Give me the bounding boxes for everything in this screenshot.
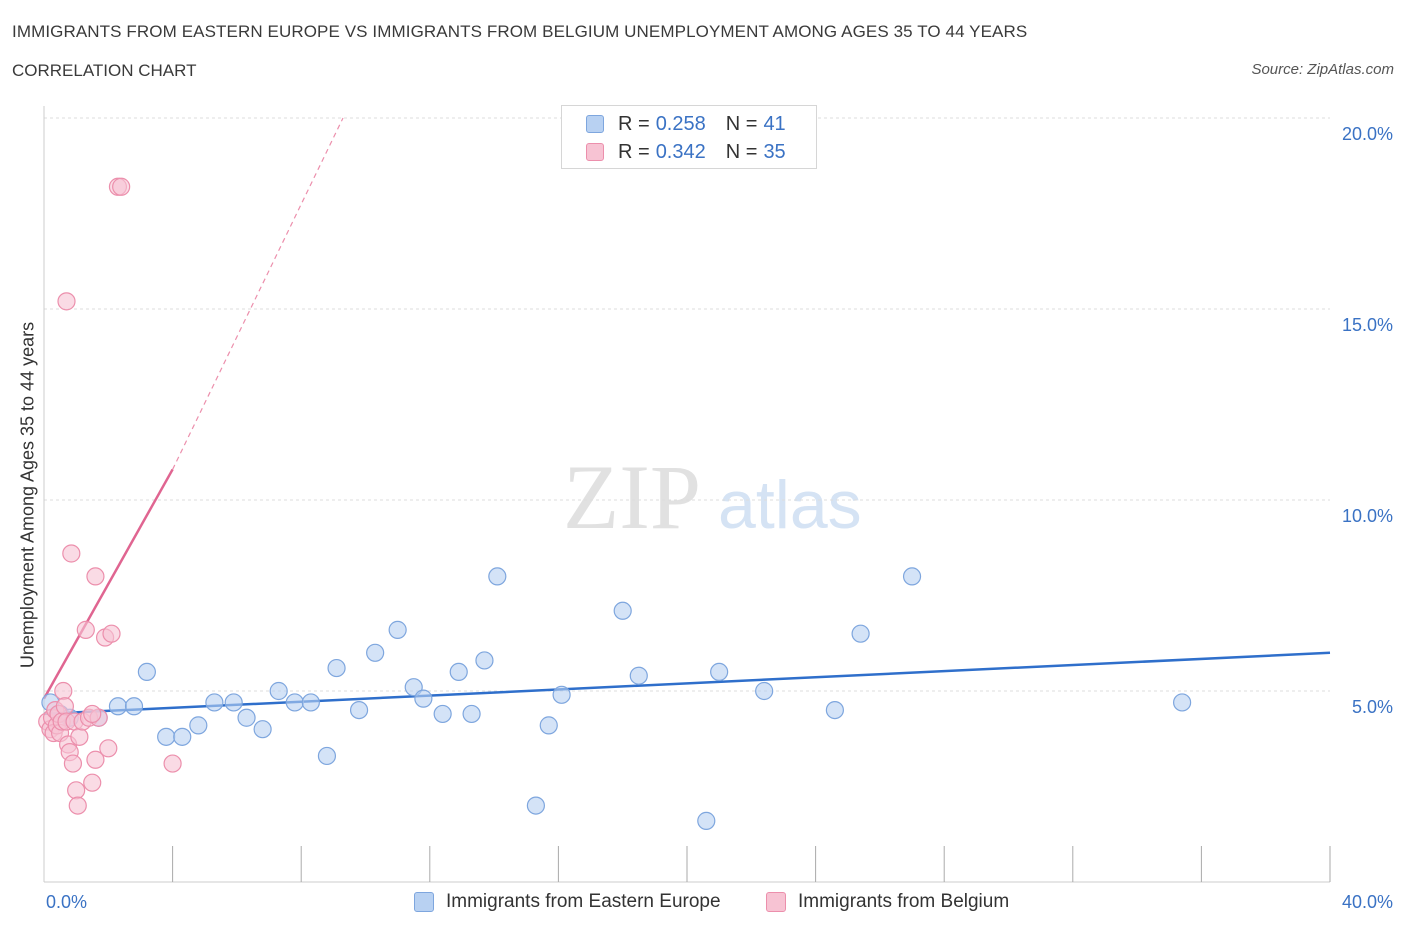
point-eastern-europe (269, 681, 288, 701)
point-eastern-europe (414, 689, 433, 708)
chart-title: IMMIGRANTS FROM EASTERN EUROPE VS IMMIGR… (12, 22, 1028, 41)
bottom-legend-eastern-europe: Immigrants from Eastern Europe (414, 890, 721, 914)
point-eastern-europe (697, 811, 716, 830)
point-eastern-europe (317, 746, 337, 766)
legend-n-label: N = (725, 140, 758, 163)
x-tick-label: 0.0% (46, 892, 87, 912)
point-belgium (83, 773, 102, 792)
correlation-legend: R = 0.258 N = 41 R = 0.342 N = 35 (561, 105, 817, 169)
y-tick-label: 5.0% (1352, 697, 1393, 717)
bottom-legend-label: Immigrants from Belgium (798, 891, 1010, 912)
point-belgium (102, 624, 121, 643)
point-eastern-europe (301, 693, 320, 712)
point-eastern-europe (755, 681, 774, 701)
point-belgium (76, 620, 95, 639)
trend-line-eastern-europe (43, 651, 1331, 716)
point-eastern-europe (851, 624, 870, 643)
point-belgium (86, 750, 105, 769)
point-eastern-europe (349, 700, 369, 720)
trend-extension-belgium (172, 117, 344, 470)
point-belgium (112, 177, 131, 196)
watermark: ZIP atlas (563, 446, 862, 548)
legend-r-value: 0.258 (655, 112, 706, 135)
point-belgium (68, 796, 87, 815)
point-eastern-europe (366, 643, 385, 662)
point-eastern-europe (433, 704, 452, 724)
point-eastern-europe (157, 727, 176, 746)
point-eastern-europe (253, 720, 272, 739)
point-eastern-europe (475, 651, 494, 670)
legend-n-value: 35 (763, 140, 786, 163)
legend-row-belgium: R = 0.342 N = 35 (586, 139, 786, 165)
legend-swatch-pink (586, 143, 604, 161)
point-eastern-europe (205, 693, 224, 712)
point-belgium (63, 754, 83, 773)
legend-row-eastern-europe: R = 0.258 N = 41 (586, 111, 786, 137)
point-eastern-europe (124, 697, 144, 716)
y-tick-label: 20.0% (1342, 124, 1393, 144)
point-eastern-europe (902, 567, 922, 586)
point-eastern-europe (137, 662, 156, 682)
point-eastern-europe (285, 693, 304, 712)
point-eastern-europe (462, 704, 481, 724)
y-tick-label: 15.0% (1342, 315, 1393, 335)
point-eastern-europe (173, 727, 192, 746)
tick-labels: 5.0% 10.0% 15.0% 20.0% 0.0% 40.0% (46, 124, 1393, 912)
point-eastern-europe (224, 693, 243, 712)
axes (43, 106, 1331, 883)
data-points (38, 177, 1192, 830)
point-eastern-europe (526, 796, 545, 815)
point-eastern-europe (825, 700, 844, 720)
point-eastern-europe (488, 567, 507, 586)
point-belgium (67, 781, 86, 800)
legend-r-value: 0.342 (655, 140, 706, 163)
grid (44, 117, 1330, 692)
bottom-legend-swatch-pink (766, 892, 786, 912)
trend-lines (42, 117, 1331, 716)
point-belgium (54, 681, 73, 701)
watermark-atlas: atlas (718, 467, 862, 543)
point-belgium (86, 567, 105, 586)
point-belgium (99, 739, 118, 758)
point-eastern-europe (449, 662, 468, 682)
point-belgium (57, 292, 76, 311)
point-eastern-europe (1173, 693, 1192, 712)
point-eastern-europe (189, 716, 208, 735)
y-axis-label: Unemployment Among Ages 35 to 44 years (17, 321, 38, 669)
point-belgium (83, 704, 102, 724)
point-eastern-europe (629, 666, 648, 685)
source-credit: Source: ZipAtlas.com (1251, 61, 1394, 78)
legend-r-label: R = (618, 112, 650, 135)
point-belgium (62, 544, 81, 563)
watermark-zip: ZIP (563, 446, 701, 548)
point-eastern-europe (552, 685, 571, 704)
point-belgium (70, 727, 89, 746)
legend-r-label: R = (618, 140, 650, 163)
point-eastern-europe (388, 620, 407, 639)
chart-subtitle: CORRELATION CHART (12, 61, 197, 80)
point-eastern-europe (237, 708, 256, 727)
legend-n-label: N = (725, 112, 758, 135)
point-belgium (55, 697, 74, 716)
bottom-legend-swatch-blue (414, 892, 434, 912)
x-tick-label: 40.0% (1342, 892, 1393, 912)
point-eastern-europe (710, 662, 729, 682)
trend-line-belgium (42, 468, 174, 700)
bottom-legend-label: Immigrants from Eastern Europe (446, 891, 721, 912)
y-tick-label: 10.0% (1342, 506, 1393, 526)
point-eastern-europe (108, 697, 128, 716)
legend-swatch-blue (586, 115, 604, 133)
point-eastern-europe (327, 658, 346, 678)
legend-n-value: 41 (763, 112, 786, 135)
point-eastern-europe (613, 601, 632, 620)
bottom-legend-belgium: Immigrants from Belgium (766, 890, 1009, 914)
point-belgium (163, 754, 182, 773)
point-eastern-europe (539, 716, 558, 735)
